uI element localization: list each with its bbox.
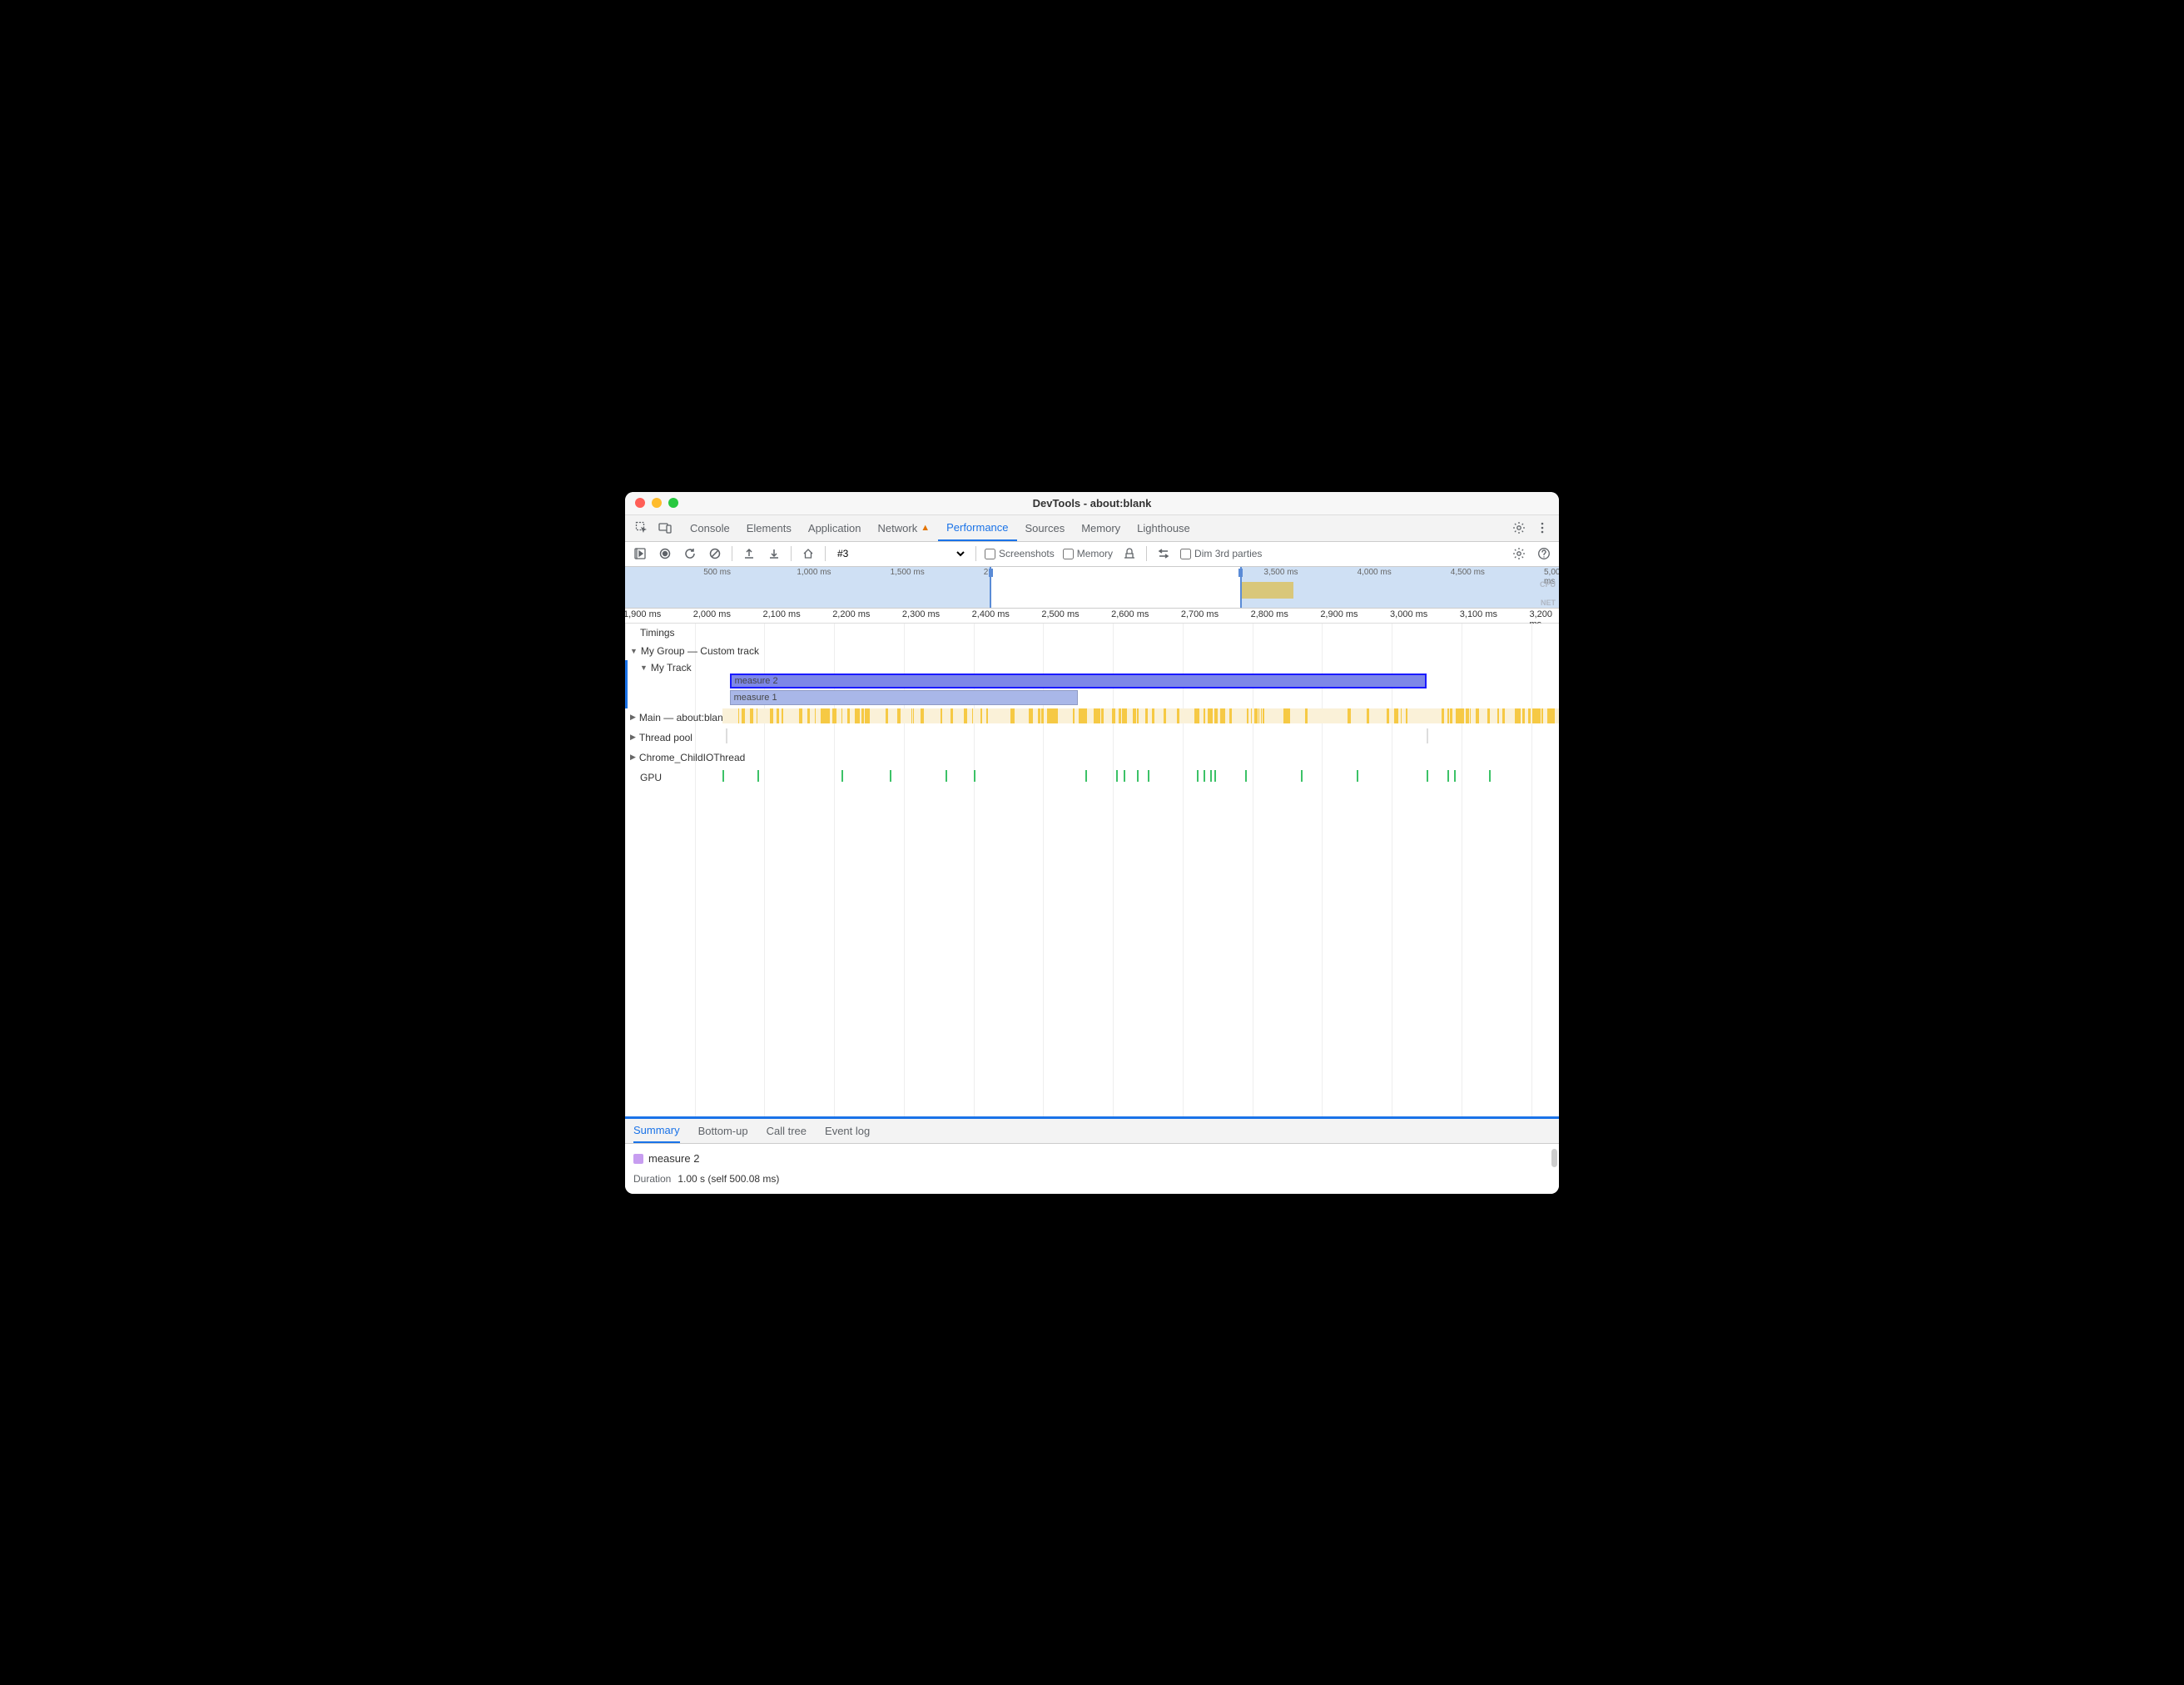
detail-tabs: Summary Bottom-up Call tree Event log [625,1119,1559,1144]
detail-tab-event-log[interactable]: Event log [825,1118,870,1143]
overview-handle-right[interactable] [1238,569,1243,577]
inspect-icon[interactable] [632,518,652,538]
summary-name: measure 2 [648,1152,699,1165]
minimize-window-button[interactable] [652,498,662,508]
summary-pane: measure 2 Duration1.00 s (self 500.08 ms… [625,1144,1559,1194]
window-controls [625,498,678,508]
record-icon[interactable] [657,545,673,562]
main-track-label[interactable]: ▶Main — about:blank [625,708,728,727]
childio-track-label[interactable]: ▶Chrome_ChildIOThread [625,748,745,767]
device-toolbar-icon[interactable] [655,518,675,538]
overview-cpu-bar-dim [1242,582,1294,599]
detail-tab-call-tree[interactable]: Call tree [767,1118,807,1143]
overview-net-label: NET [1541,599,1556,607]
reload-record-icon[interactable] [682,545,698,562]
devtools-window: DevTools - about:blank ConsoleElementsAp… [625,492,1559,1194]
detail-tab-bottom-up[interactable]: Bottom-up [698,1118,748,1143]
detail-tab-summary[interactable]: Summary [633,1118,680,1143]
dim-3rd-parties-checkbox[interactable]: Dim 3rd parties [1180,548,1262,559]
tab-performance[interactable]: Performance [938,514,1016,541]
home-icon[interactable] [800,545,817,562]
group-track-label[interactable]: ▼My Group — Custom track [625,642,759,660]
perf-toolbar: #3 Screenshots Memory Dim 3rd parties [625,542,1559,567]
measure-bar[interactable]: measure 2 [730,674,1427,688]
overview-selection-window[interactable] [990,567,1242,608]
summary-title: measure 2 [633,1152,1551,1165]
summary-duration: Duration1.00 s (self 500.08 ms) [633,1173,1551,1185]
panel-tabs: ConsoleElementsApplicationNetwork▲Perfor… [625,515,1559,542]
threadpool-track-label[interactable]: ▶Thread pool [625,728,692,747]
scrollbar-thumb[interactable] [1551,1149,1557,1167]
overview-cpu-label: CPU [1540,580,1556,589]
upload-icon[interactable] [741,545,757,562]
tab-console[interactable]: Console [682,514,738,541]
download-icon[interactable] [766,545,782,562]
screenshots-checkbox[interactable]: Screenshots [985,548,1055,559]
clear-icon[interactable] [707,545,723,562]
flame-chart[interactable]: Timings▼My Group — Custom track▼My Track… [625,624,1559,1116]
timings-track-label[interactable]: Timings [625,624,675,642]
gpu-track-label[interactable]: GPU [625,768,662,787]
settings-icon[interactable] [1509,518,1529,538]
tab-elements[interactable]: Elements [738,514,800,541]
tab-network[interactable]: Network▲ [870,514,939,541]
tab-memory[interactable]: Memory [1073,514,1129,541]
close-window-button[interactable] [635,498,645,508]
window-title: DevTools - about:blank [625,497,1559,509]
overview-minimap[interactable]: 500 ms1,000 ms1,500 ms2,000 ms2,500 ms3,… [625,567,1559,609]
overview-handle-left[interactable] [989,569,993,577]
measure-bar[interactable]: measure 1 [730,690,1079,705]
record-sidebar-icon[interactable] [632,545,648,562]
zoom-window-button[interactable] [668,498,678,508]
capture-settings-icon[interactable] [1511,545,1527,562]
trace-select[interactable]: #3 [834,547,967,560]
summary-swatch [633,1154,643,1164]
help-icon[interactable] [1536,545,1552,562]
warning-icon: ▲ [921,523,930,533]
tab-lighthouse[interactable]: Lighthouse [1129,514,1199,541]
more-icon[interactable] [1532,518,1552,538]
titlebar: DevTools - about:blank [625,492,1559,515]
timeline-ruler[interactable]: 1,900 ms2,000 ms2,100 ms2,200 ms2,300 ms… [625,609,1559,624]
gc-icon[interactable] [1121,545,1138,562]
tab-sources[interactable]: Sources [1017,514,1074,541]
tab-application[interactable]: Application [800,514,870,541]
memory-checkbox[interactable]: Memory [1063,548,1113,559]
breadcrumbs-icon[interactable] [1155,545,1172,562]
